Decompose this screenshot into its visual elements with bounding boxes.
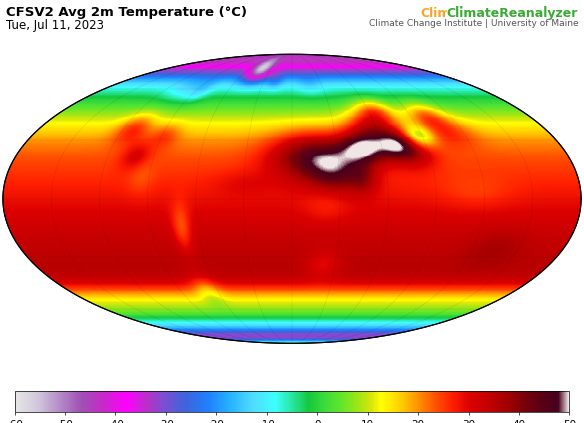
Text: Tue, Jul 11, 2023: Tue, Jul 11, 2023 [6, 19, 104, 32]
Text: CFSV2 Avg 2m Temperature (°C): CFSV2 Avg 2m Temperature (°C) [6, 6, 247, 19]
Text: ClimateReanalyzer: ClimateReanalyzer [447, 6, 578, 19]
Text: .org: .org [550, 6, 578, 19]
Text: ClimateReanalyzer: ClimateReanalyzer [447, 7, 578, 20]
Text: Climate Change Institute | University of Maine: Climate Change Institute | University of… [369, 19, 578, 27]
Text: ClimateReanalyzer.org: ClimateReanalyzer.org [420, 7, 578, 20]
